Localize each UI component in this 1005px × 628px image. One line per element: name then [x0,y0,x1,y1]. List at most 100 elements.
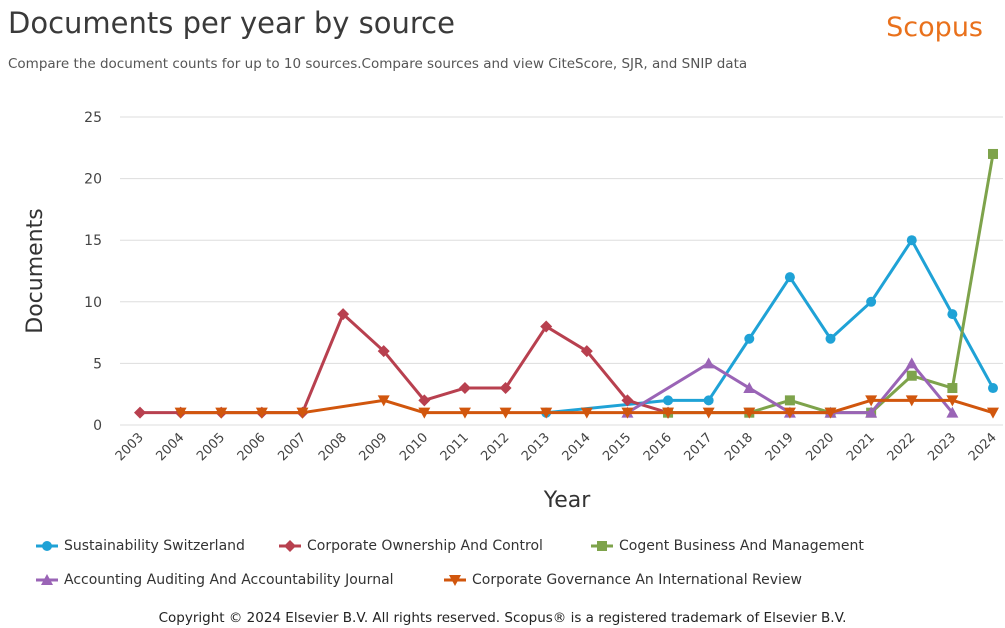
chart-title: Documents per year by source [8,6,455,40]
data-point [824,407,837,419]
data-point [255,407,268,419]
data-point [988,383,998,394]
data-point [134,406,146,419]
legend-label: Corporate Governance An International Re… [472,572,802,588]
data-point [499,382,512,395]
legend-item[interactable]: Cogent Business And Management [591,538,864,554]
data-point [744,333,755,344]
x-tick-label: 2023 [925,430,959,464]
scopus-logo[interactable]: Scopus [886,12,983,43]
y-tick-label: 5 [93,356,102,372]
data-point [987,407,999,419]
data-point [784,395,795,406]
legend-swatch-icon [36,574,58,585]
data-point [540,320,553,333]
data-point [784,272,795,283]
legend-label: Accounting Auditing And Accountability J… [64,572,394,588]
data-point [946,395,959,407]
series-line [666,152,995,415]
data-point [865,406,878,418]
x-tick-label: 2020 [803,430,837,464]
data-point [905,357,918,369]
data-point [947,383,958,394]
data-point [865,395,878,407]
data-point [906,370,917,381]
data-point [988,148,998,159]
legend-item[interactable]: Accounting Auditing And Accountability J… [36,572,394,588]
data-point [662,407,675,419]
data-point [337,308,350,321]
series-line [179,398,995,415]
data-point [499,407,512,419]
legend-marker [42,541,52,551]
data-point [215,407,228,419]
x-tick-label: 2008 [316,430,350,464]
data-point [743,382,756,394]
y-tick-label: 25 [84,110,102,126]
y-tick-label: 10 [84,295,102,311]
legend-item[interactable]: Corporate Ownership And Control [279,538,543,554]
data-point [663,395,674,406]
data-point [783,407,796,419]
x-tick-label: 2009 [357,430,391,464]
legend-label: Sustainability Switzerland [64,538,245,554]
x-tick-label: 2017 [681,430,715,464]
data-point [906,235,917,246]
data-point [458,407,471,419]
x-tick-label: 2011 [438,430,472,464]
data-point [825,333,836,344]
legend-swatch-icon [36,541,58,551]
series-3 [663,148,998,418]
x-tick-label: 2022 [885,430,919,464]
x-tick-label: 2024 [966,430,1000,464]
data-point [702,407,715,419]
x-tick-label: 2019 [763,430,797,464]
data-point [621,394,634,407]
x-tick-label: 2004 [153,430,187,464]
data-point [702,357,715,369]
x-tick-label: 2018 [722,430,756,464]
y-tick-label: 20 [84,172,102,188]
data-point [458,382,471,395]
x-tick-label: 2003 [113,430,147,464]
x-tick-label: 2015 [600,430,634,464]
data-point [174,407,187,419]
legend-marker [597,541,607,551]
legend-marker [284,540,296,552]
chart-subtitle: Compare the document counts for up to 10… [8,56,748,72]
legend-swatch-icon [279,540,301,552]
legend-label: Cogent Business And Management [619,538,864,554]
data-point [621,407,634,419]
legend-item[interactable]: Sustainability Switzerland [36,538,245,554]
y-tick-label: 0 [93,418,102,434]
data-point [540,407,553,419]
x-tick-label: 2016 [641,430,675,464]
data-point [743,407,756,419]
x-tick-label: 2012 [478,430,512,464]
legend-marker [41,574,53,585]
y-axis-title: Documents [23,208,48,333]
y-tick-label: 15 [84,233,102,249]
legend-swatch-icon [591,541,613,551]
data-point [296,407,309,419]
series-1 [541,235,998,418]
data-point [377,395,390,407]
x-axis-title: Year [543,488,592,513]
copyright-notice: Copyright © 2024 Elsevier B.V. All right… [158,610,847,626]
legend-item[interactable]: Corporate Governance An International Re… [444,572,802,588]
data-point [946,406,959,418]
series-5 [174,395,999,419]
data-point [905,395,918,407]
data-point [377,345,390,358]
x-tick-label: 2010 [397,430,431,464]
data-point [866,296,877,307]
legend-swatch-icon [444,575,466,586]
x-tick-label: 2007 [275,430,309,464]
data-point [947,309,958,320]
legend-label: Corporate Ownership And Control [307,538,543,554]
data-point [418,407,431,419]
data-point [703,395,714,406]
x-tick-label: 2006 [235,430,269,464]
x-tick-label: 2005 [194,430,228,464]
